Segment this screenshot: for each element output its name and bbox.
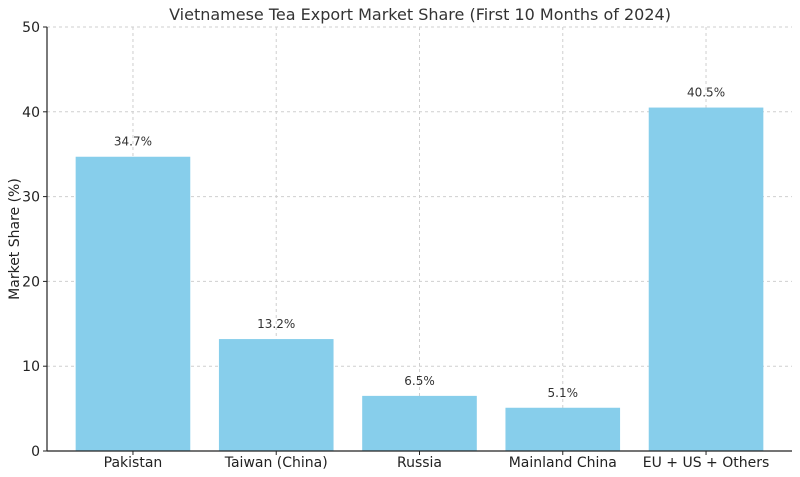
- bar: [505, 407, 621, 451]
- bar: [218, 339, 334, 451]
- bar-value-label: 13.2%: [257, 317, 295, 331]
- y-tick-label: 40: [22, 105, 40, 121]
- x-tick-label: Russia: [397, 455, 442, 471]
- bar: [75, 156, 191, 451]
- y-tick-label: 30: [22, 190, 40, 206]
- bars: [75, 107, 764, 451]
- bar: [648, 107, 764, 451]
- bar-value-label: 34.7%: [114, 135, 152, 149]
- y-axis-label: Market Share (%): [7, 178, 23, 300]
- bar: [362, 395, 477, 451]
- x-tick-label: Taiwan (China): [224, 455, 328, 471]
- chart-title: Vietnamese Tea Export Market Share (Firs…: [169, 5, 671, 24]
- data-labels: 34.7% 13.2% 6.5% 5.1% 40.5%: [114, 86, 725, 400]
- bar-value-label: 40.5%: [687, 86, 725, 100]
- x-tick-label: EU + US + Others: [643, 455, 770, 471]
- bar-value-label: 6.5%: [404, 374, 435, 388]
- bar-value-label: 5.1%: [548, 386, 579, 400]
- x-tick-label: Mainland China: [509, 455, 617, 471]
- y-tick-label: 20: [22, 274, 40, 290]
- y-tick-label: 50: [22, 20, 40, 36]
- y-tick-label: 10: [22, 359, 40, 375]
- x-tick-label: Pakistan: [104, 455, 163, 471]
- axes: 0 10 20 30 40 50 Pakistan Taiwan (China) Russia M…: [22, 20, 792, 471]
- y-tick-label: 0: [31, 444, 40, 460]
